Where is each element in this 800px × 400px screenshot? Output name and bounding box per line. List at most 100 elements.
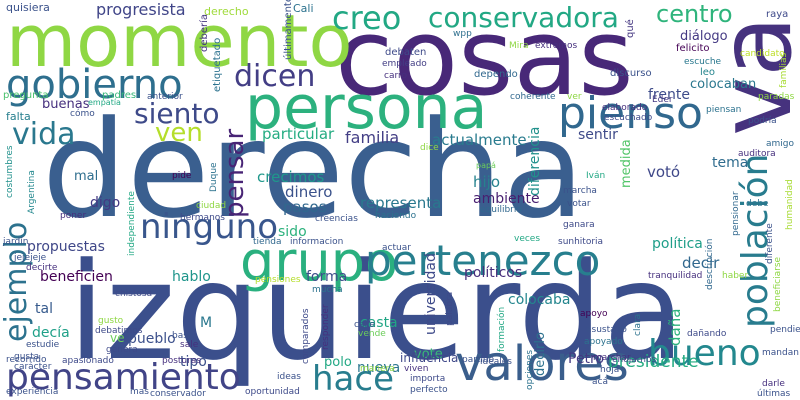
word-raya: raya: [766, 9, 789, 20]
word-bueno: bueno: [648, 333, 761, 374]
word-paradas: paradas: [758, 92, 795, 102]
word-apasionado: apasionado: [62, 356, 114, 366]
word-hablo: hablo: [172, 269, 211, 285]
word-amigo: amigo: [766, 139, 795, 149]
word-polo: polo: [324, 355, 352, 370]
word-carro: carro: [384, 71, 408, 81]
word-dinero: dinero: [285, 183, 333, 201]
word-base: base: [172, 331, 194, 341]
word-vida: vida: [12, 117, 76, 152]
word-buenas: buenas: [42, 97, 90, 112]
word-marcha: marcha: [563, 186, 597, 196]
word-que: qué: [625, 19, 636, 38]
word-dependo: dependo: [474, 69, 518, 80]
word-comparados: comparados: [301, 308, 311, 364]
word-voto: votó: [647, 163, 681, 181]
word-colocaban: colocaban: [690, 77, 757, 92]
word-particular: particular: [262, 125, 335, 143]
word-tienda: tienda: [253, 237, 282, 247]
word-familias: familias: [779, 52, 789, 88]
word-duque: Duque: [209, 162, 219, 192]
word-nueva: nueva: [357, 360, 401, 376]
word-dana: daña: [666, 308, 684, 346]
word-debatimos: debatimos: [95, 326, 143, 336]
word-manera: manera: [360, 364, 395, 374]
word-tema: tema: [712, 155, 749, 171]
word-derecho: derecho: [204, 5, 249, 18]
word-crecimos: crecimos: [257, 168, 325, 186]
word-haciendo: haciendo: [375, 211, 417, 221]
word-petro: Petro: [568, 351, 605, 367]
word-calle: calle: [354, 320, 376, 330]
word-decir: decir: [682, 254, 720, 272]
word-frente: frente: [648, 87, 690, 103]
word-anterior: anterior: [147, 92, 183, 102]
word-opciones: opciones: [525, 349, 535, 390]
word-elaborado: elaborado: [602, 103, 648, 113]
word-padres: padres: [102, 90, 137, 101]
word-escuche: escuche: [684, 57, 722, 67]
word-sentir: sentir: [578, 127, 618, 143]
word-marchar: marchar: [593, 353, 631, 363]
word-sido: sido: [278, 224, 307, 240]
word-presidente: presidente: [608, 352, 699, 372]
word-actuar: actuar: [382, 243, 411, 253]
word-apoyo: apoyo: [580, 309, 608, 319]
word-dicen: dicen: [234, 59, 316, 94]
word-haber: haber: [722, 271, 749, 281]
word-ultimamente: últimamente: [283, 0, 294, 60]
word-ultimas: últimas: [757, 389, 791, 399]
word-forma: forma: [306, 269, 348, 285]
word-dialogo: diálogo: [680, 29, 728, 44]
word-beneficiarse: beneficiarse: [773, 256, 783, 312]
word-momento: momento: [6, 0, 353, 83]
word-danando: dañando: [687, 329, 727, 339]
word-escuchado: escuchado: [604, 113, 653, 123]
word-siento: siento: [134, 97, 220, 130]
word-piensan: piensan: [706, 105, 742, 115]
word-empleado: empleado: [382, 59, 427, 69]
word-hace: hace: [312, 359, 394, 399]
word-candidato: candidato: [740, 49, 785, 59]
word-pendiente: pendiente: [770, 325, 800, 335]
word-ambiente: ambiente: [473, 191, 540, 207]
word-cosas: cosas: [335, 0, 634, 119]
word-ciudad: ciudad: [196, 201, 227, 211]
word-etiquetado: etiquetado: [212, 37, 223, 92]
word-felicito: felicito: [676, 43, 710, 54]
word-apoyado: apoyado: [584, 337, 623, 347]
word-darle: darle: [762, 379, 785, 389]
word-valores: valores: [455, 336, 629, 392]
word-tipo: tipo: [180, 354, 207, 370]
word-mandan: mandan: [762, 348, 799, 358]
word-formacion: formación: [497, 306, 507, 352]
word-genera: genera: [106, 345, 138, 355]
word-ligado: ligado: [275, 312, 285, 340]
word-podria: podría: [748, 116, 777, 126]
word-ganara: ganara: [563, 220, 595, 230]
word-palabra: palabra: [445, 291, 455, 326]
word-mal: mal: [74, 169, 99, 184]
word-progresista: progresista: [96, 0, 186, 19]
word-mira: Mira: [509, 41, 529, 51]
word-estudie: estudie: [26, 340, 60, 350]
word-pensiones: pensiones: [255, 275, 301, 285]
word-pensionar: pensionar: [731, 191, 741, 236]
word-asustado: asustado: [586, 325, 627, 335]
word-decirlo: decirlo: [533, 332, 548, 376]
word-creencias: creencias: [315, 214, 358, 224]
word-derecha: derecha: [42, 92, 585, 248]
word-responder: responder: [321, 304, 331, 350]
word-debe: debe: [746, 199, 769, 209]
word-chistosa: chistosa: [115, 289, 153, 299]
word-jejejeje: jejejeje: [14, 253, 47, 263]
word-ver: ver: [567, 92, 582, 102]
word-medida: medida: [619, 139, 634, 188]
word-actualmente: actualmente: [432, 131, 527, 149]
word-hijo: hijo: [473, 173, 501, 191]
word-discurso: discurso: [610, 68, 652, 79]
word-gusto: gusto: [98, 316, 124, 326]
word-posturas: posturas: [162, 356, 202, 366]
word-representa: representa: [360, 194, 442, 212]
word-creo: creo: [332, 0, 402, 37]
